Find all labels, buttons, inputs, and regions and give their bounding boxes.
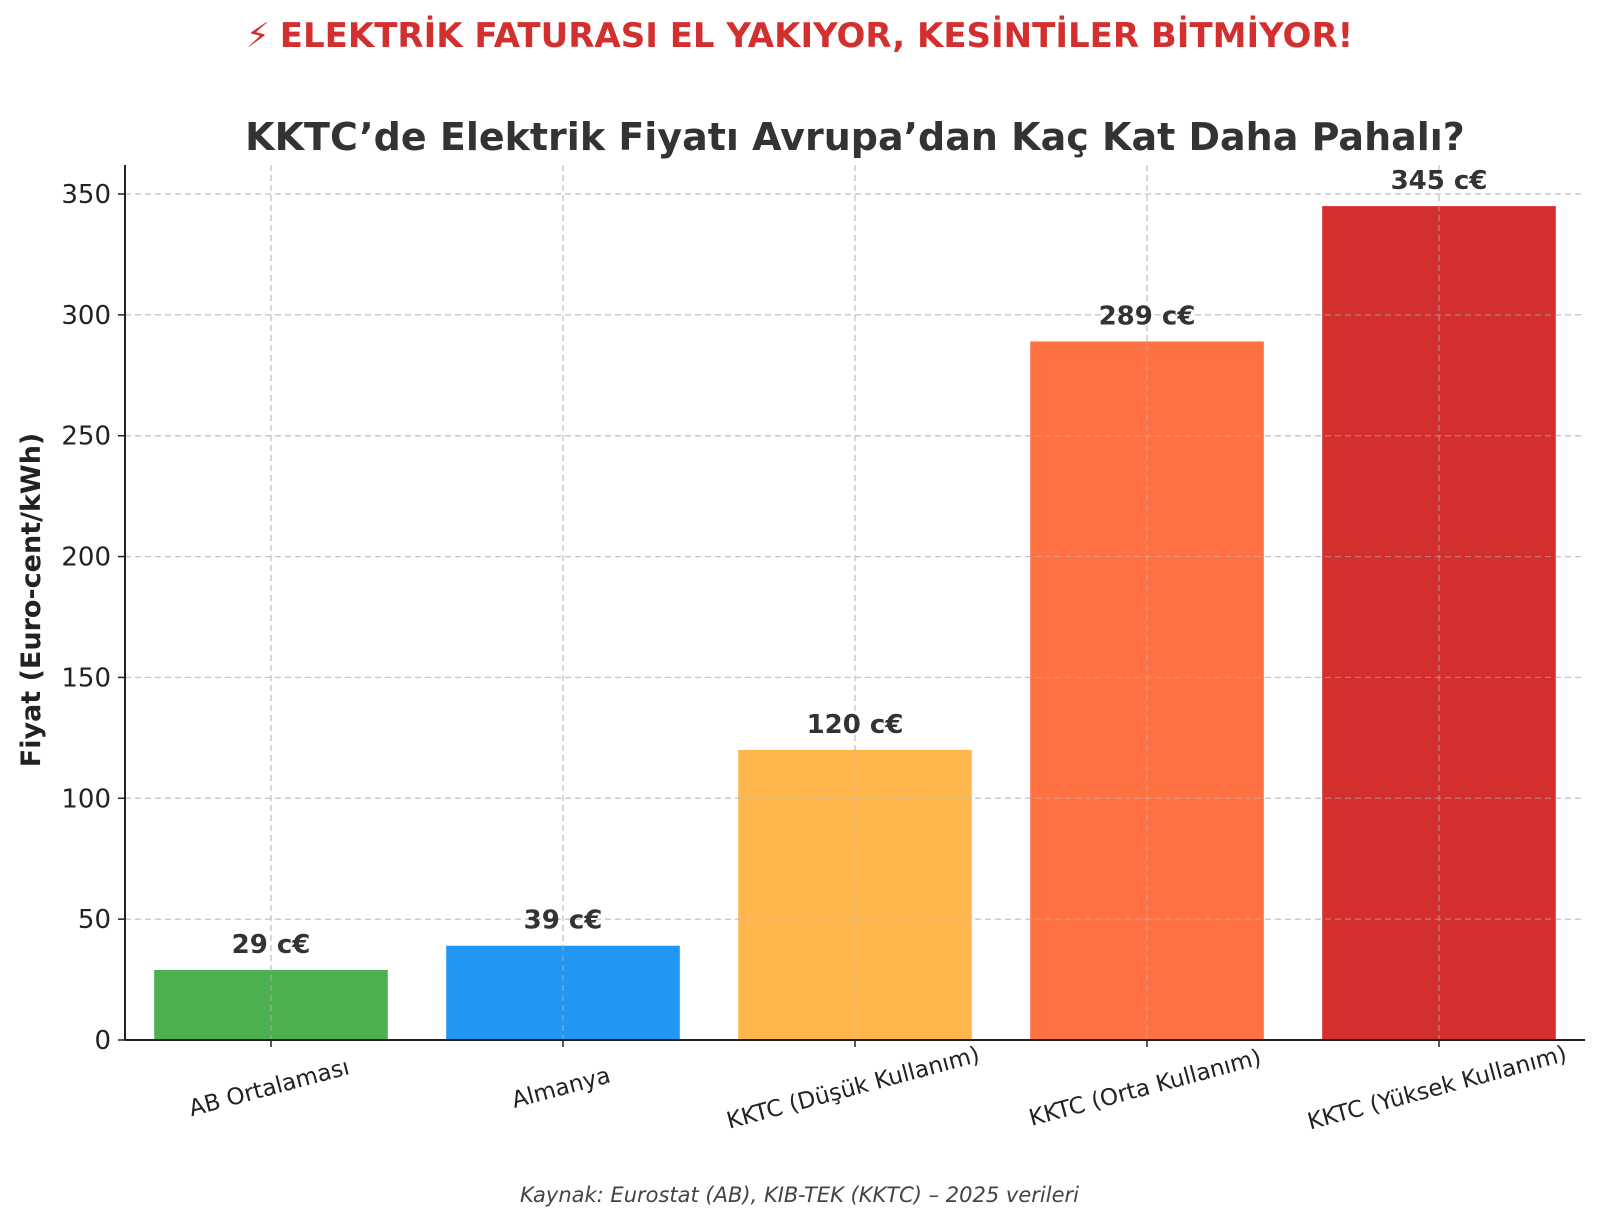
chart-title: KKTC’de Elektrik Fiyatı Avrupa’dan Kaç K… <box>245 115 1465 159</box>
x-tick-label: KKTC (Düşük Kullanım) <box>724 1042 982 1135</box>
y-tick-label: 150 <box>61 663 111 693</box>
y-tick-label: 0 <box>94 1026 111 1056</box>
headline-text: ELEKTRİK FATURASI EL YAKIYOR, KESİNTİLER… <box>279 16 1354 56</box>
bar-value-label: 345 c€ <box>1391 166 1488 196</box>
x-tick-label: Almanya <box>509 1063 613 1114</box>
y-tick-label: 350 <box>61 180 111 210</box>
x-tick-label: KKTC (Orta Kullanım) <box>1026 1045 1264 1132</box>
bar-value-label: 120 c€ <box>807 710 904 740</box>
y-tick-label: 100 <box>61 784 111 814</box>
axes <box>118 165 1585 1047</box>
source-note: Kaynak: Eurostat (AB), KIB-TEK (KKTC) – … <box>520 1183 1079 1207</box>
x-tick-label: AB Ortalaması <box>186 1054 352 1122</box>
bar <box>446 945 680 1040</box>
headline: ⚡ ELEKTRİK FATURASI EL YAKIYOR, KESİNTİLE… <box>0 16 1599 56</box>
y-tick-label: 200 <box>61 543 111 573</box>
y-axis-label: Fiyat (Euro-cent/kWh) <box>16 433 47 768</box>
y-tick-label: 300 <box>61 301 111 331</box>
bar-value-label: 39 c€ <box>524 906 603 936</box>
bars <box>125 165 1585 1040</box>
y-tick-label: 250 <box>61 422 111 452</box>
y-tick-label: 50 <box>78 905 111 935</box>
bar <box>1322 206 1556 1040</box>
bar-value-label: 29 c€ <box>232 930 311 960</box>
bar-value-label: 289 c€ <box>1099 301 1196 331</box>
lightning-bolt-icon: ⚡ <box>245 16 270 56</box>
x-tick-label: KKTC (Yüksek Kullanım) <box>1305 1041 1570 1135</box>
